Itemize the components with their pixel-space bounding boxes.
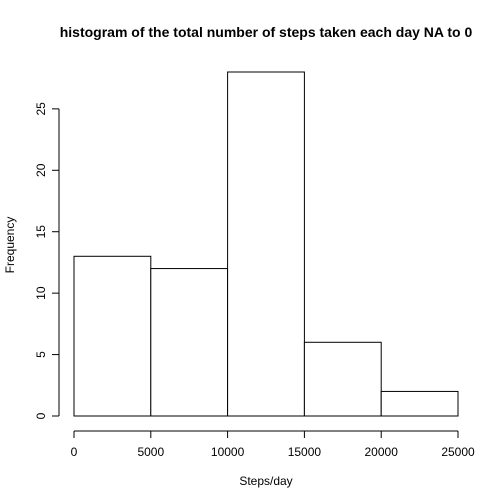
x-tick-label-0: 0: [71, 445, 78, 459]
histogram-bar-2: [227, 71, 305, 417]
x-tick-label-5: 25000: [441, 445, 475, 459]
x-tick-label-4: 20000: [365, 445, 399, 459]
x-tick-label-1: 5000: [137, 445, 164, 459]
x-axis-label: Steps/day: [239, 474, 292, 488]
x-tick-label-2: 10000: [211, 445, 245, 459]
y-axis: 0 5 10 15 20 25: [34, 102, 60, 419]
y-tick-label-3: 15: [34, 225, 48, 239]
histogram-bar-0: [73, 255, 152, 417]
y-tick-label-2: 10: [34, 286, 48, 300]
y-axis-label: Frequency: [3, 217, 17, 274]
y-tick-label-1: 5: [34, 351, 48, 358]
x-tick-label-3: 15000: [288, 445, 322, 459]
y-tick-label-5: 25: [34, 102, 48, 116]
histogram-bar-3: [303, 341, 382, 417]
x-axis: 0 5000 10000 15000 20000 25000: [71, 430, 475, 459]
y-tick-label-4: 20: [34, 163, 48, 177]
y-tick-label-0: 0: [34, 412, 48, 419]
histogram-bar-4: [380, 390, 459, 417]
histogram-bars: [73, 71, 459, 417]
chart-title: histogram of the total number of steps t…: [60, 24, 473, 40]
histogram-bar-1: [150, 268, 229, 417]
